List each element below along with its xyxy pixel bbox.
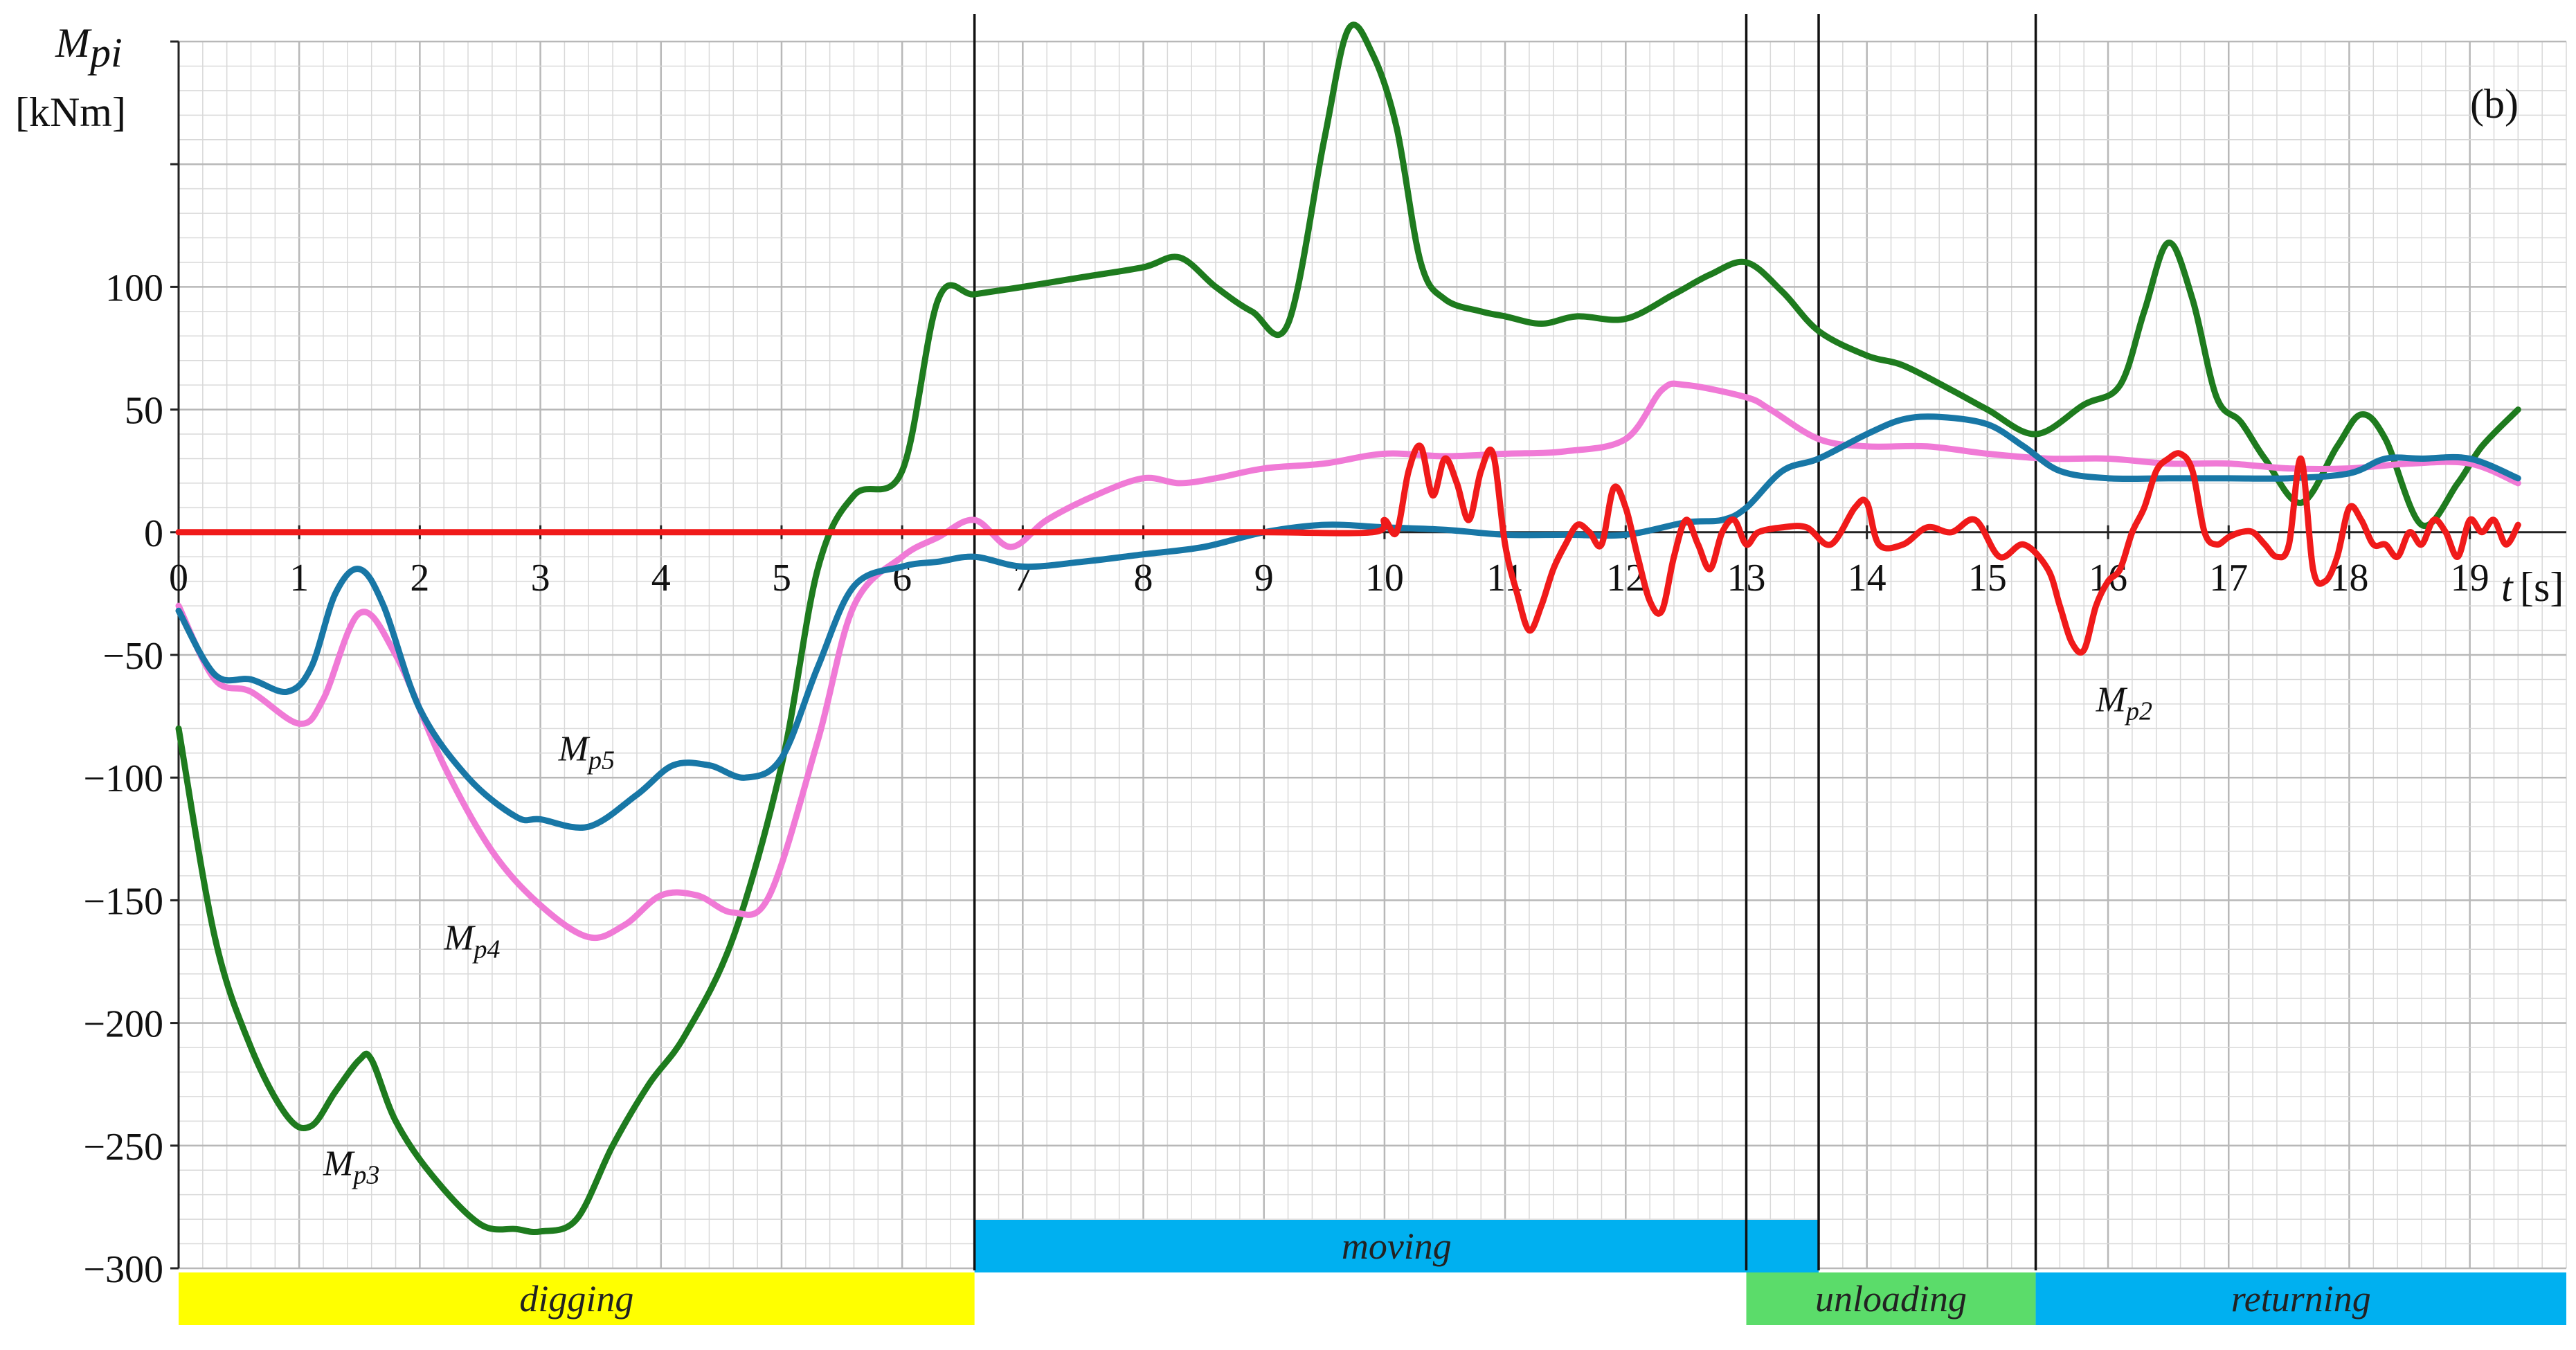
phase-band-moving xyxy=(974,1220,1819,1272)
series-line-Mp4 xyxy=(175,380,2521,942)
x-tick-label: 8 xyxy=(1134,557,1153,600)
y-tick-label: −250 xyxy=(83,1126,163,1169)
x-tick-label: 1 xyxy=(289,557,309,600)
x-tick-label: 3 xyxy=(531,557,550,600)
y-tick-label: 50 xyxy=(125,390,163,433)
panel-label: (b) xyxy=(2470,81,2519,127)
x-tick-label: 2 xyxy=(410,557,429,600)
x-tick-label: 15 xyxy=(1968,557,2007,600)
phase-label-unloading: unloading xyxy=(1815,1278,1967,1320)
x-tick-label: 4 xyxy=(651,557,671,600)
phase-label-returning: returning xyxy=(2231,1278,2371,1320)
x-tick-label: 19 xyxy=(2451,557,2489,600)
y-tick-label: 0 xyxy=(144,512,163,555)
x-axis-title: t xyxy=(2501,564,2514,610)
y-tick-label: −150 xyxy=(83,880,163,923)
grid xyxy=(177,40,2567,1270)
x-tick-label: 0 xyxy=(169,557,188,600)
y-axis-unit: [kNm] xyxy=(15,89,126,135)
x-tick-label: 10 xyxy=(1365,557,1404,600)
phase-bands: digging moving unloading returning xyxy=(179,1220,2566,1325)
x-tick-label: 5 xyxy=(772,557,791,600)
series-annotation: Mp5 xyxy=(558,729,615,775)
series-annotation: Mp3 xyxy=(323,1144,379,1189)
labels: Mpi [kNm] t [s] (b) Mp5 Mp4 Mp3 Mp2 xyxy=(15,20,2564,1189)
x-tick-label: 9 xyxy=(1254,557,1274,600)
series-lines xyxy=(175,21,2521,1236)
series-line-Mp3 xyxy=(175,21,2521,1236)
series-line-Mp5 xyxy=(175,413,2521,831)
phase-band-digging xyxy=(179,1272,975,1325)
y-tick-label: −50 xyxy=(102,635,163,678)
y-tick-label: −300 xyxy=(83,1248,163,1291)
y-axis-title: Mpi xyxy=(55,20,123,75)
phase-label-digging: digging xyxy=(519,1278,633,1320)
x-tick-label: 14 xyxy=(1848,557,1886,600)
series-annotation: Mp4 xyxy=(443,918,500,964)
x-axis-unit: [s] xyxy=(2520,564,2564,610)
y-tick-label: −100 xyxy=(83,757,163,800)
phase-label-moving: moving xyxy=(1342,1225,1452,1267)
y-tick-label: −200 xyxy=(83,1003,163,1046)
phase-band-unloading xyxy=(1746,1272,2036,1325)
x-tick-label: 17 xyxy=(2209,557,2248,600)
phase-band-returning xyxy=(2035,1272,2566,1325)
series-annotation: Mp2 xyxy=(2096,681,2152,726)
y-tick-label: 100 xyxy=(105,267,163,309)
